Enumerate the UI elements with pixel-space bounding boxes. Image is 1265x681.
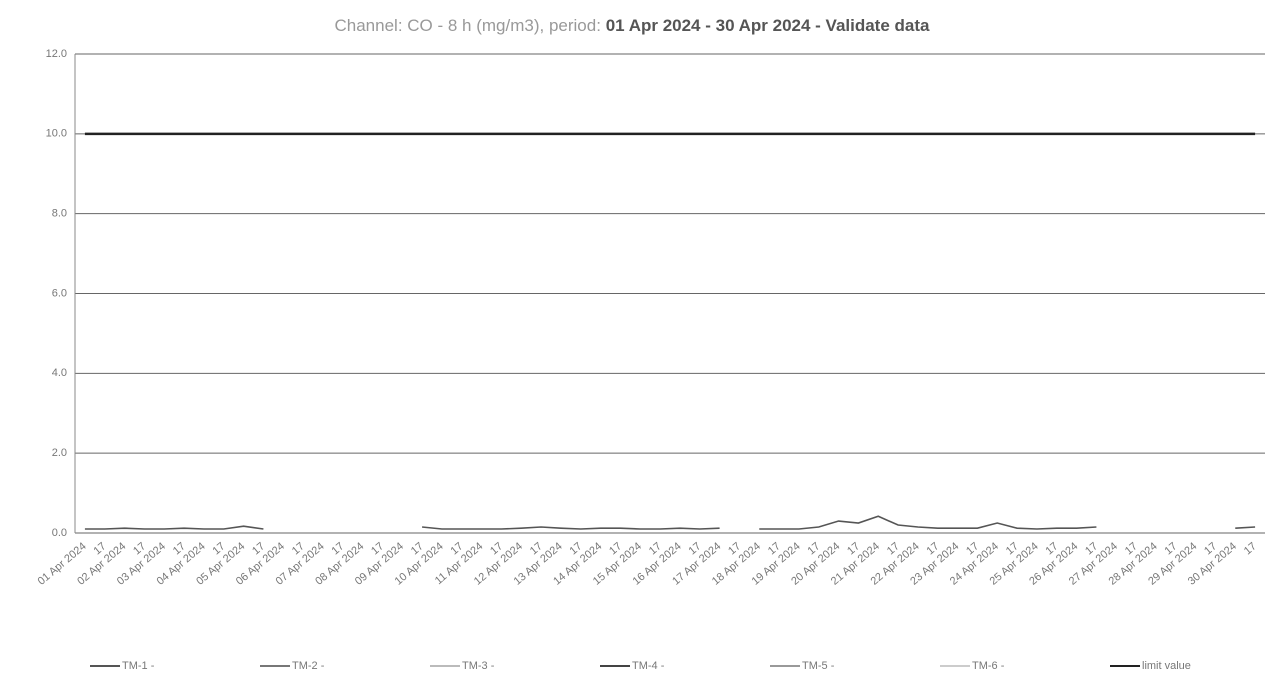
- chart-title: Channel: CO - 8 h (mg/m3), period: 01 Ap…: [335, 16, 931, 35]
- y-tick-label: 10.0: [46, 128, 67, 140]
- legend-label: TM-2 -: [292, 660, 325, 672]
- title-period: 01 Apr 2024 - 30 Apr 2024 - Validate dat…: [606, 16, 930, 35]
- legend-label: limit value: [1142, 660, 1191, 672]
- legend-label: TM-3 -: [462, 660, 495, 672]
- y-tick-label: 4.0: [52, 367, 67, 379]
- series-line: [759, 515, 1097, 530]
- legend-label: TM-6 -: [972, 660, 1005, 672]
- y-tick-label: 0.0: [52, 527, 67, 539]
- x-tick-label: 17: [1242, 540, 1259, 557]
- series-line: [84, 525, 264, 530]
- legend-label: TM-1 -: [122, 660, 155, 672]
- series-line: [1235, 526, 1256, 530]
- y-tick-label: 2.0: [52, 447, 67, 459]
- y-tick-label: 6.0: [52, 287, 67, 299]
- legend-label: TM-4 -: [632, 660, 665, 672]
- series-line: [422, 526, 720, 530]
- legend-label: TM-5 -: [802, 660, 835, 672]
- y-tick-label: 12.0: [46, 48, 67, 60]
- y-tick-label: 8.0: [52, 208, 67, 220]
- title-prefix: Channel: CO - 8 h (mg/m3), period:: [335, 16, 601, 35]
